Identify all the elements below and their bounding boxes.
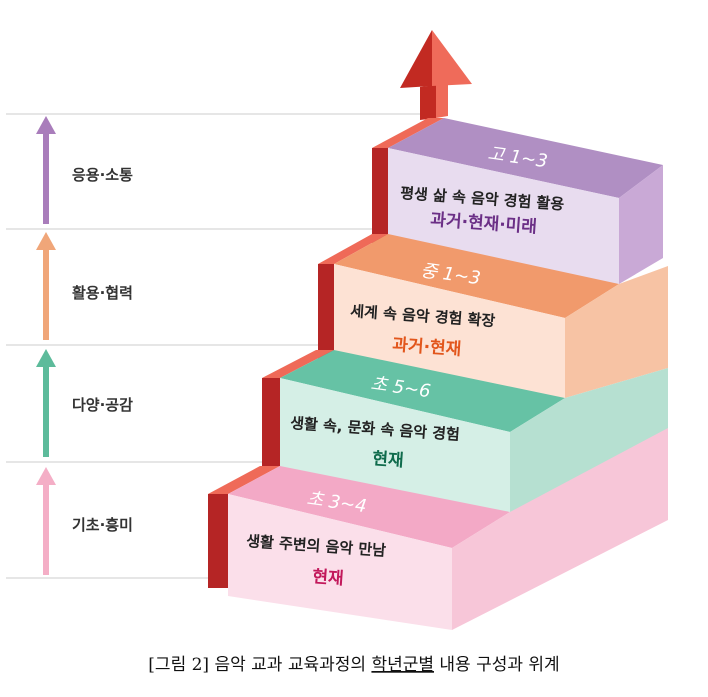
figure-caption: [그림 2] 음악 교과 교육과정의 학년군별 내용 구성과 위계 bbox=[148, 655, 559, 675]
axis-arrow-2: 활용·협력 bbox=[36, 232, 133, 340]
caption-underlined: 학년군별 bbox=[371, 655, 434, 675]
axis-arrow-4: 기초·흥미 bbox=[36, 467, 133, 575]
axis-label: 다양·공감 bbox=[72, 396, 133, 414]
caption-suffix: 내용 구성과 위계 bbox=[434, 655, 560, 675]
axis-label: 활용·협력 bbox=[72, 284, 133, 302]
time-label: 현재 bbox=[312, 567, 345, 589]
time-label: 현재 bbox=[372, 449, 405, 471]
guide-lines bbox=[6, 113, 420, 579]
axis-arrow-1: 응용·소통 bbox=[36, 116, 133, 224]
axis-arrow-3: 다양·공감 bbox=[36, 349, 133, 457]
left-axis: 응용·소통 활용·협력 다양·공감 기초·흥미 bbox=[36, 116, 133, 575]
time-label: 과거·현재 bbox=[392, 335, 462, 360]
up-arrow-icon bbox=[400, 30, 472, 120]
step-elem-low: 초 3~4 생활 주변의 음악 만남 현재 bbox=[208, 428, 668, 630]
axis-label: 응용·소통 bbox=[72, 166, 133, 184]
axis-label: 기초·흥미 bbox=[72, 516, 133, 534]
caption-text: [그림 2] 음악 교과 교육과정의 학년군별 내용 구성과 위계 bbox=[148, 655, 559, 675]
caption-prefix: [그림 2] 음악 교과 교육과정의 bbox=[148, 655, 371, 675]
